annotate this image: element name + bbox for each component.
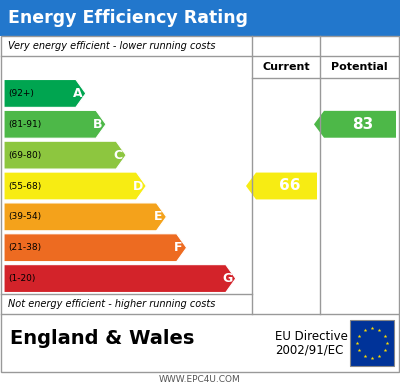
- Text: E: E: [154, 210, 163, 223]
- Text: (92+): (92+): [8, 89, 34, 98]
- Text: (69-80): (69-80): [8, 151, 41, 159]
- Bar: [0, 0, 400, 36]
- Text: (1-20): (1-20): [8, 274, 35, 283]
- Text: C: C: [114, 149, 123, 162]
- Text: Energy Efficiency Rating: Energy Efficiency Rating: [8, 9, 248, 27]
- Text: 83: 83: [352, 117, 374, 132]
- Text: Potential: Potential: [331, 62, 388, 72]
- Polygon shape: [314, 111, 396, 138]
- Text: (21-38): (21-38): [8, 243, 41, 252]
- Bar: [350, 320, 394, 366]
- Text: A: A: [73, 87, 83, 100]
- Text: D: D: [133, 180, 144, 192]
- Text: B: B: [93, 118, 103, 131]
- Text: England & Wales: England & Wales: [10, 329, 194, 348]
- Text: Current: Current: [262, 62, 310, 72]
- Text: (81-91): (81-91): [8, 120, 41, 129]
- Polygon shape: [4, 265, 236, 293]
- Polygon shape: [4, 172, 146, 200]
- Text: 66: 66: [279, 178, 300, 194]
- Text: (55-68): (55-68): [8, 182, 41, 191]
- Text: Very energy efficient - lower running costs: Very energy efficient - lower running co…: [8, 41, 216, 51]
- Bar: [1, 36, 399, 372]
- Polygon shape: [4, 80, 86, 107]
- Text: G: G: [223, 272, 233, 285]
- Polygon shape: [4, 234, 187, 262]
- Polygon shape: [246, 173, 317, 199]
- Text: Not energy efficient - higher running costs: Not energy efficient - higher running co…: [8, 299, 215, 309]
- Text: EU Directive: EU Directive: [275, 329, 348, 343]
- Text: (39-54): (39-54): [8, 212, 41, 222]
- Text: F: F: [174, 241, 183, 254]
- Polygon shape: [4, 110, 106, 138]
- Text: 2002/91/EC: 2002/91/EC: [275, 343, 343, 357]
- Polygon shape: [4, 141, 126, 169]
- Text: WWW.EPC4U.COM: WWW.EPC4U.COM: [159, 374, 241, 383]
- Polygon shape: [4, 203, 166, 231]
